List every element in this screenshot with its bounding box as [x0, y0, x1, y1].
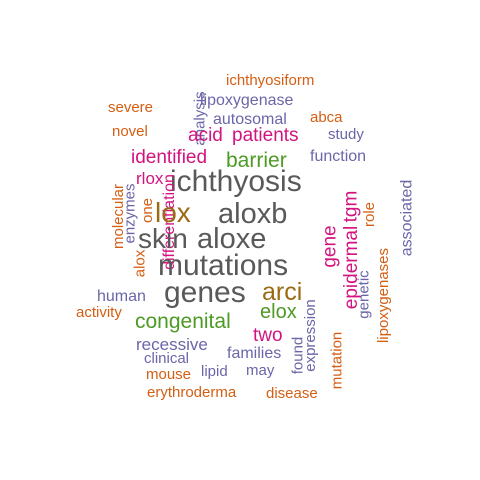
word-mouse: mouse [146, 366, 192, 383]
word-lipoxygenase: lipoxygenase [200, 92, 294, 109]
word-mutations: mutations [158, 249, 289, 282]
word-role: role [361, 201, 379, 228]
word-aloxe: aloxe [197, 223, 267, 255]
word-identified: identified [131, 147, 208, 168]
word-lipid: lipid [201, 363, 228, 380]
word-patients: patients [232, 125, 299, 146]
word-genetic: genetic [355, 270, 373, 319]
word-elox: elox [260, 301, 297, 323]
word-function: function [310, 148, 367, 165]
word-human: human [97, 288, 146, 305]
word-mutation: mutation [328, 331, 346, 390]
word-gene: gene [319, 225, 341, 268]
word-ichthyosis: ichthyosis [170, 165, 302, 198]
word-acid: acid [188, 125, 223, 146]
word-skin: skin [138, 223, 188, 254]
word-enzymes: enzymes [121, 183, 139, 244]
word-one: one [139, 197, 157, 224]
word-barrier: barrier [226, 149, 287, 172]
word-two: two [253, 325, 283, 346]
word-associated: associated [398, 179, 416, 257]
word-study: study [328, 126, 364, 143]
word-recessive: recessive [136, 335, 208, 354]
word-activity: activity [76, 304, 122, 321]
word-rlox: rlox [136, 169, 164, 188]
word-ichthyosiform: ichthyosiform [226, 72, 315, 89]
word-abca: abca [310, 109, 343, 126]
word-erythroderma: erythroderma [147, 384, 237, 401]
word-aloxb: aloxb [218, 198, 288, 230]
word-severe: severe [108, 99, 154, 116]
word-congenital: congenital [135, 310, 231, 333]
word-may: may [246, 362, 275, 379]
word-tgm: tgm [340, 190, 362, 223]
word-lipoxygenases: lipoxygenases [375, 247, 393, 344]
word-lox: lox [155, 197, 191, 228]
word-autosomal: autosomal [213, 111, 287, 128]
word-disease: disease [266, 385, 318, 402]
word-expression: expression [301, 299, 319, 372]
word-arci: arci [262, 278, 303, 306]
word-clinical: clinical [144, 350, 190, 367]
word-families: families [227, 345, 282, 362]
word-alox: alox [131, 249, 149, 278]
word-genes: genes [164, 276, 246, 309]
word-novel: novel [112, 123, 148, 140]
